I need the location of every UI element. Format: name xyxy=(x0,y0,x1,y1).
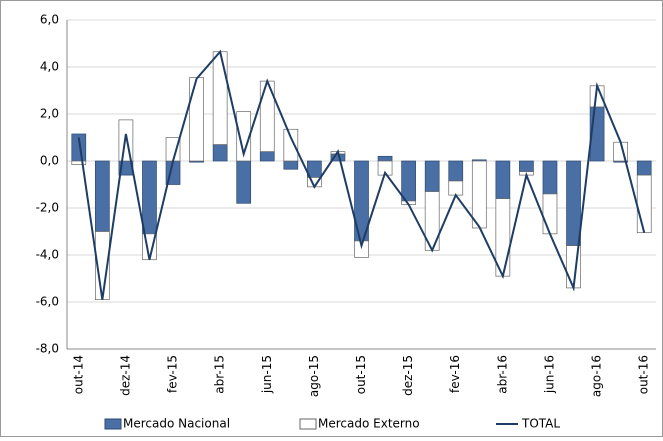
total-line xyxy=(77,49,646,300)
legend-label: TOTAL xyxy=(521,417,560,431)
bar xyxy=(636,160,652,176)
bar xyxy=(259,151,275,162)
bar xyxy=(283,128,299,162)
x-tick-label: dez-15 xyxy=(401,355,415,396)
bar xyxy=(212,51,228,145)
x-tick-label: ago-15 xyxy=(307,355,321,397)
bar xyxy=(354,240,369,258)
y-tick-label: -4,0 xyxy=(36,248,59,262)
bar xyxy=(189,77,204,162)
bar xyxy=(377,155,393,162)
bar xyxy=(236,111,252,162)
x-tick-label: jun-16 xyxy=(542,355,556,394)
y-tick-label: -6,0 xyxy=(36,295,59,309)
bar xyxy=(519,160,534,172)
bar xyxy=(401,160,416,202)
legend-label: Mercado Externo xyxy=(318,417,420,431)
y-tick-label: -8,0 xyxy=(36,342,59,356)
x-tick-label: jun-15 xyxy=(260,355,274,394)
y-tick-label: 0,0 xyxy=(40,154,59,168)
x-tick-label: out-14 xyxy=(71,355,85,394)
bar xyxy=(424,160,440,192)
bar xyxy=(94,160,110,232)
bar xyxy=(566,160,581,246)
bar xyxy=(283,160,299,170)
x-tick-label: ago-16 xyxy=(590,355,604,397)
bar xyxy=(236,160,252,204)
x-tick-label: dez-14 xyxy=(118,355,132,396)
x-tick-label: fev-16 xyxy=(448,355,462,393)
legend-swatch xyxy=(104,418,122,430)
legend-label: Mercado Nacional xyxy=(123,417,230,431)
y-tick-label: 6,0 xyxy=(40,13,59,27)
x-tick-label: abr-15 xyxy=(213,355,227,394)
bar xyxy=(542,160,558,195)
bar xyxy=(471,160,487,229)
bar xyxy=(636,174,652,234)
bar xyxy=(495,160,511,199)
x-tick-label: out-16 xyxy=(637,355,651,394)
legend-swatch xyxy=(299,418,317,430)
y-tick-label: -2,0 xyxy=(36,201,59,215)
x-tick-label: abr-16 xyxy=(495,355,509,394)
x-tick-label: out-15 xyxy=(354,355,368,394)
bar xyxy=(71,160,87,165)
bar xyxy=(448,180,464,196)
bar xyxy=(448,160,464,182)
bar xyxy=(142,160,157,235)
y-tick-label: 4,0 xyxy=(40,60,59,74)
x-tick-label: fev-15 xyxy=(166,355,180,393)
bar xyxy=(542,193,558,235)
y-tick-label: 2,0 xyxy=(40,107,59,121)
bar xyxy=(212,144,228,162)
